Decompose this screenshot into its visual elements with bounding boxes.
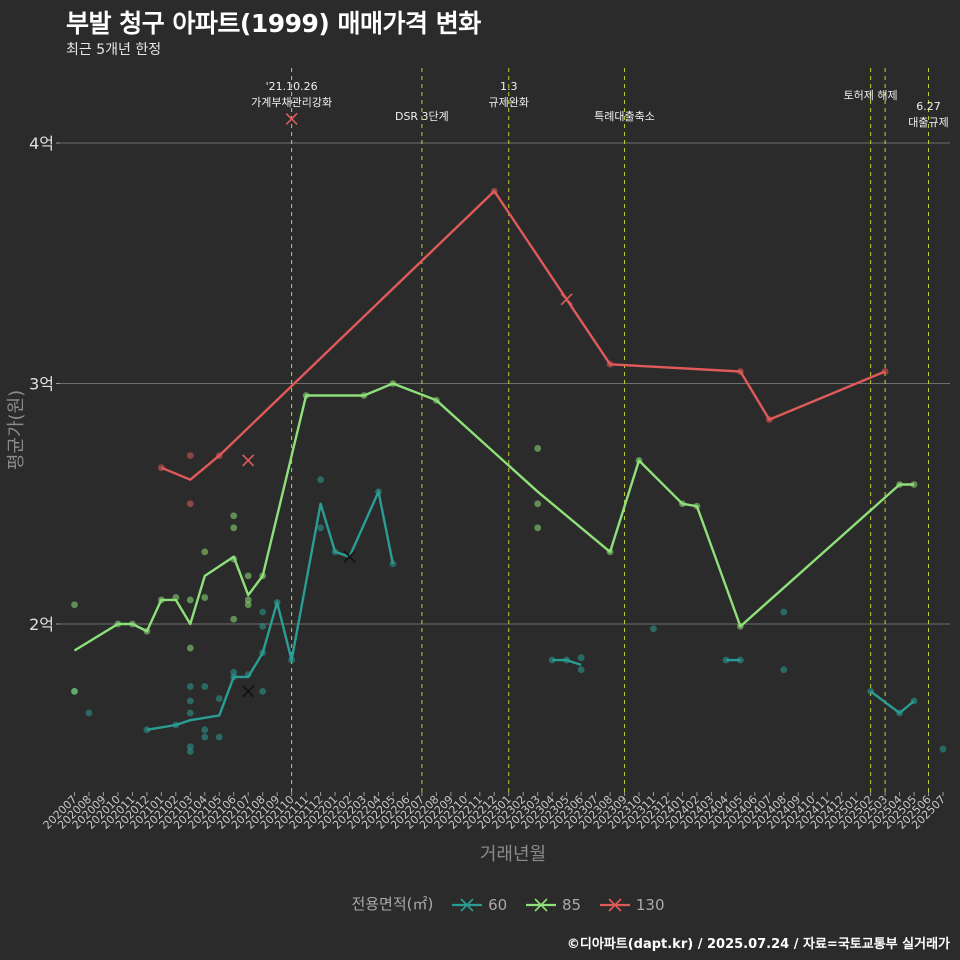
series-line xyxy=(146,490,395,731)
x-axis-title: 거래년월 xyxy=(480,844,546,865)
data-point xyxy=(244,596,252,604)
data-point xyxy=(780,608,788,616)
data-point xyxy=(317,476,324,484)
x-mark-stroke xyxy=(285,112,298,126)
cancelled-trade-mark xyxy=(242,454,255,467)
data-point xyxy=(259,687,267,695)
source-caption: ©디아파트(dapt.kr) / 2025.07.24 / 자료=국토교통부 실… xyxy=(566,937,950,952)
data-point xyxy=(201,683,209,690)
legend-key-x xyxy=(608,897,622,912)
event-label: 가계부채관리강화 xyxy=(251,96,332,109)
chart-subtitle: 최근 5개년 한정 xyxy=(66,42,162,58)
legend-item-130: 130 xyxy=(598,895,665,914)
data-point xyxy=(186,697,194,705)
x-mark-stroke xyxy=(242,685,255,698)
data-point xyxy=(577,666,585,674)
data-point xyxy=(722,656,730,664)
data-point xyxy=(186,644,194,652)
data-point xyxy=(577,654,585,662)
series-line xyxy=(160,189,886,481)
data-point xyxy=(201,733,209,741)
data-point xyxy=(244,601,252,609)
cancelled-trade-mark xyxy=(242,685,255,698)
data-point xyxy=(939,745,947,753)
data-point xyxy=(650,625,657,633)
data-point xyxy=(186,683,194,690)
legend-item-85: 85 xyxy=(524,895,581,914)
data-point xyxy=(230,524,238,532)
data-point xyxy=(317,524,324,532)
data-point xyxy=(259,608,267,616)
data-point xyxy=(186,500,194,508)
y-axis-title: 평균가(원) xyxy=(6,390,27,470)
data-point xyxy=(215,733,223,741)
data-point xyxy=(143,726,151,734)
y-tick-label: 3억 xyxy=(29,375,54,394)
legend-key-x xyxy=(460,897,474,912)
series-85 xyxy=(71,380,918,695)
data-point xyxy=(534,500,542,508)
legend-key-85 xyxy=(526,897,557,912)
chart-title: 부발 청구 아파트(1999) 매매가격 변화 xyxy=(66,9,481,38)
data-point xyxy=(201,548,209,556)
data-point xyxy=(534,445,542,452)
data-point xyxy=(230,512,238,520)
event-label: 특례대출축소 xyxy=(594,110,655,123)
data-point xyxy=(259,623,267,630)
data-point xyxy=(534,524,542,532)
data-point xyxy=(230,668,238,676)
data-point xyxy=(201,726,209,734)
event-label: 6.27 xyxy=(916,100,941,113)
cancelled-trade-mark xyxy=(285,112,298,126)
data-point xyxy=(186,452,194,460)
event-label: '21.10.26 xyxy=(266,80,318,93)
event-label: 규제완화 xyxy=(489,96,529,109)
x-mark-stroke xyxy=(242,454,255,467)
data-point xyxy=(215,695,223,702)
data-point xyxy=(910,481,918,488)
legend-key-60 xyxy=(452,897,483,912)
event-label: DSR 3단계 xyxy=(395,110,449,123)
data-point xyxy=(780,666,788,674)
legend-key-130 xyxy=(599,897,630,912)
cancelled-trade-mark xyxy=(343,550,356,563)
data-point xyxy=(244,572,252,580)
event-label: 1.3 xyxy=(500,80,518,93)
event-label: 토허제 해제 xyxy=(844,88,898,102)
data-point xyxy=(186,709,194,717)
legend-item-60: 60 xyxy=(450,895,507,914)
legend-title: 전용면적(㎡) xyxy=(351,895,434,913)
legend-label-130: 130 xyxy=(635,895,665,914)
data-point xyxy=(85,709,93,717)
event-label: 대출규제 xyxy=(908,116,948,129)
data-point xyxy=(186,748,194,755)
series-line-segment xyxy=(869,690,915,715)
legend-label-85: 85 xyxy=(562,895,582,914)
legend-key-x xyxy=(534,897,548,912)
y-tick-label: 2억 xyxy=(29,615,54,634)
data-point xyxy=(201,594,209,601)
series-60 xyxy=(71,476,947,755)
data-point xyxy=(71,687,78,695)
x-mark-stroke xyxy=(560,293,573,306)
data-point xyxy=(186,596,194,604)
data-point xyxy=(71,601,78,609)
y-tick-label: 4억 xyxy=(29,134,54,153)
data-point xyxy=(548,656,556,664)
data-point xyxy=(186,743,194,751)
data-point xyxy=(230,615,238,623)
cancelled-trade-mark xyxy=(560,293,573,306)
series-line xyxy=(73,382,914,652)
legend: 전용면적(㎡) 60 85 130 xyxy=(0,893,960,914)
series-130 xyxy=(157,112,889,508)
x-mark-stroke xyxy=(343,550,356,563)
legend-label-60: 60 xyxy=(488,895,508,914)
series-line-segment xyxy=(552,658,582,667)
